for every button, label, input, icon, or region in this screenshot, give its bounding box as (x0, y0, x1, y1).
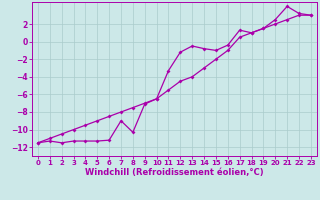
X-axis label: Windchill (Refroidissement éolien,°C): Windchill (Refroidissement éolien,°C) (85, 168, 264, 177)
